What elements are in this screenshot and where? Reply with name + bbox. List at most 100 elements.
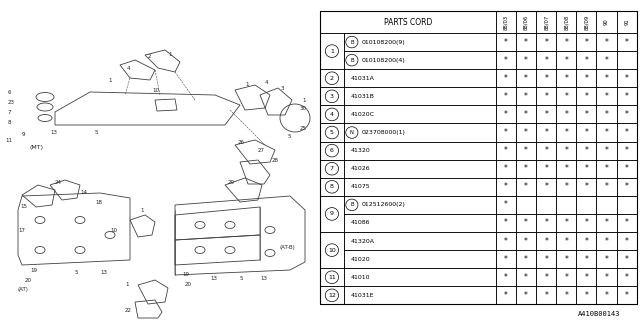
Bar xyxy=(344,51,496,69)
Text: *: * xyxy=(584,273,588,282)
Text: *: * xyxy=(524,146,528,155)
Bar xyxy=(536,286,556,304)
Text: *: * xyxy=(605,146,609,155)
Bar xyxy=(536,268,556,286)
Bar xyxy=(344,268,496,286)
Bar xyxy=(616,141,637,160)
Bar xyxy=(536,250,556,268)
Bar xyxy=(516,105,536,124)
Bar xyxy=(616,286,637,304)
Bar xyxy=(320,268,344,286)
Text: *: * xyxy=(524,273,528,282)
Text: 4: 4 xyxy=(330,112,334,117)
Text: 7: 7 xyxy=(8,110,12,116)
Text: *: * xyxy=(544,273,548,282)
Bar xyxy=(320,141,344,160)
Bar xyxy=(516,160,536,178)
Text: 88/07: 88/07 xyxy=(543,14,548,30)
Bar xyxy=(496,11,516,33)
Text: 23: 23 xyxy=(8,100,15,106)
Bar xyxy=(536,87,556,105)
Text: *: * xyxy=(524,92,528,101)
Bar xyxy=(320,105,344,124)
Bar xyxy=(344,196,496,214)
Text: *: * xyxy=(564,219,568,228)
Text: *: * xyxy=(605,255,609,264)
Text: B: B xyxy=(350,58,354,63)
Text: *: * xyxy=(625,164,628,173)
Text: 91: 91 xyxy=(624,19,629,25)
Bar xyxy=(320,11,496,33)
Text: *: * xyxy=(625,236,628,245)
Bar xyxy=(496,196,516,214)
Bar xyxy=(596,69,616,87)
Bar xyxy=(577,33,596,51)
Bar xyxy=(596,11,616,33)
Text: *: * xyxy=(625,128,628,137)
Text: 012512600(2): 012512600(2) xyxy=(362,202,405,207)
Bar xyxy=(556,69,577,87)
Text: (AT-B): (AT-B) xyxy=(280,245,296,251)
Text: *: * xyxy=(584,255,588,264)
Text: PARTS CORD: PARTS CORD xyxy=(384,18,432,27)
Bar xyxy=(556,268,577,286)
Text: *: * xyxy=(605,236,609,245)
Text: *: * xyxy=(605,92,609,101)
Text: 10: 10 xyxy=(152,87,159,92)
Bar xyxy=(577,178,596,196)
Text: *: * xyxy=(564,182,568,191)
Bar xyxy=(496,250,516,268)
Bar xyxy=(577,141,596,160)
Text: *: * xyxy=(584,128,588,137)
Text: *: * xyxy=(625,291,628,300)
Bar xyxy=(344,214,496,232)
Text: *: * xyxy=(544,236,548,245)
Bar xyxy=(320,124,344,141)
Text: 6: 6 xyxy=(330,148,334,153)
Bar xyxy=(516,250,536,268)
Text: *: * xyxy=(605,291,609,300)
Bar xyxy=(516,196,536,214)
Bar xyxy=(344,33,496,51)
Text: *: * xyxy=(544,164,548,173)
Bar xyxy=(536,232,556,250)
Text: *: * xyxy=(584,37,588,46)
Bar xyxy=(596,250,616,268)
Text: 41020: 41020 xyxy=(351,257,371,262)
Bar xyxy=(577,69,596,87)
Text: *: * xyxy=(584,219,588,228)
Text: 010108200(4): 010108200(4) xyxy=(362,58,405,63)
Text: *: * xyxy=(544,182,548,191)
Bar xyxy=(536,11,556,33)
Text: *: * xyxy=(524,128,528,137)
Bar xyxy=(556,286,577,304)
Bar xyxy=(556,33,577,51)
Bar xyxy=(596,196,616,214)
Bar xyxy=(320,160,344,178)
Text: 25: 25 xyxy=(300,125,307,131)
Bar xyxy=(596,124,616,141)
Text: 10: 10 xyxy=(328,248,336,252)
Bar xyxy=(516,87,536,105)
Bar xyxy=(496,87,516,105)
Text: 41075: 41075 xyxy=(351,184,371,189)
Text: *: * xyxy=(584,56,588,65)
Bar xyxy=(536,214,556,232)
Bar xyxy=(556,214,577,232)
Bar xyxy=(320,232,344,268)
Text: *: * xyxy=(564,236,568,245)
Bar xyxy=(616,160,637,178)
Bar xyxy=(344,160,496,178)
Bar xyxy=(577,286,596,304)
Bar xyxy=(616,105,637,124)
Text: *: * xyxy=(625,92,628,101)
Text: 41020C: 41020C xyxy=(351,112,375,117)
Text: *: * xyxy=(564,164,568,173)
Bar xyxy=(596,87,616,105)
Bar xyxy=(616,51,637,69)
Text: 023708000(1): 023708000(1) xyxy=(362,130,405,135)
Bar xyxy=(344,232,496,250)
Bar xyxy=(616,250,637,268)
Bar xyxy=(616,178,637,196)
Text: *: * xyxy=(564,74,568,83)
